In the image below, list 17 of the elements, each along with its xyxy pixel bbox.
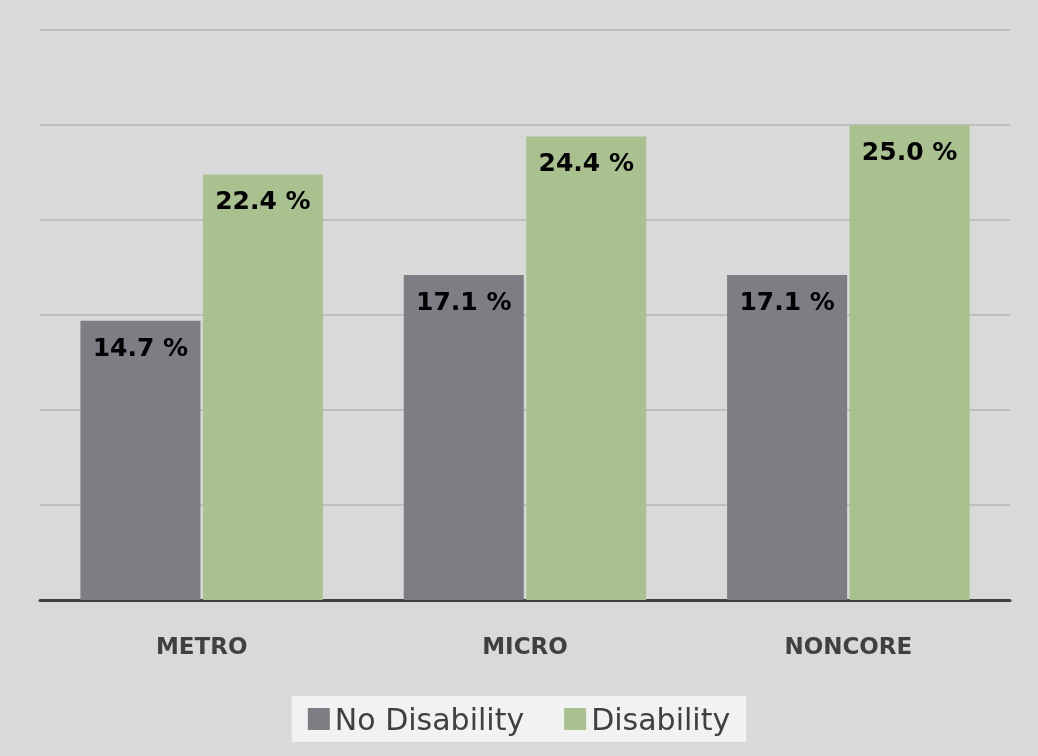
x-tick-label: METRO <box>155 632 248 659</box>
bar <box>403 275 524 600</box>
x-tick-label: MICRO <box>482 632 568 659</box>
data-label: 17.1 % <box>416 287 512 317</box>
data-label: 24.4 % <box>538 148 634 178</box>
x-tick-label: NONCORE <box>784 632 913 659</box>
data-label: 25.0 % <box>861 137 958 166</box>
bar <box>849 125 970 600</box>
data-label: 22.4 % <box>215 186 311 216</box>
legend-label: No Disability <box>334 701 525 737</box>
bar <box>727 275 848 600</box>
legend-label: Disability <box>591 701 731 737</box>
bar <box>80 320 201 600</box>
data-label: 17.1 % <box>739 287 835 317</box>
bar <box>526 136 647 600</box>
bar <box>202 174 323 600</box>
data-label: 14.7 % <box>92 332 189 362</box>
